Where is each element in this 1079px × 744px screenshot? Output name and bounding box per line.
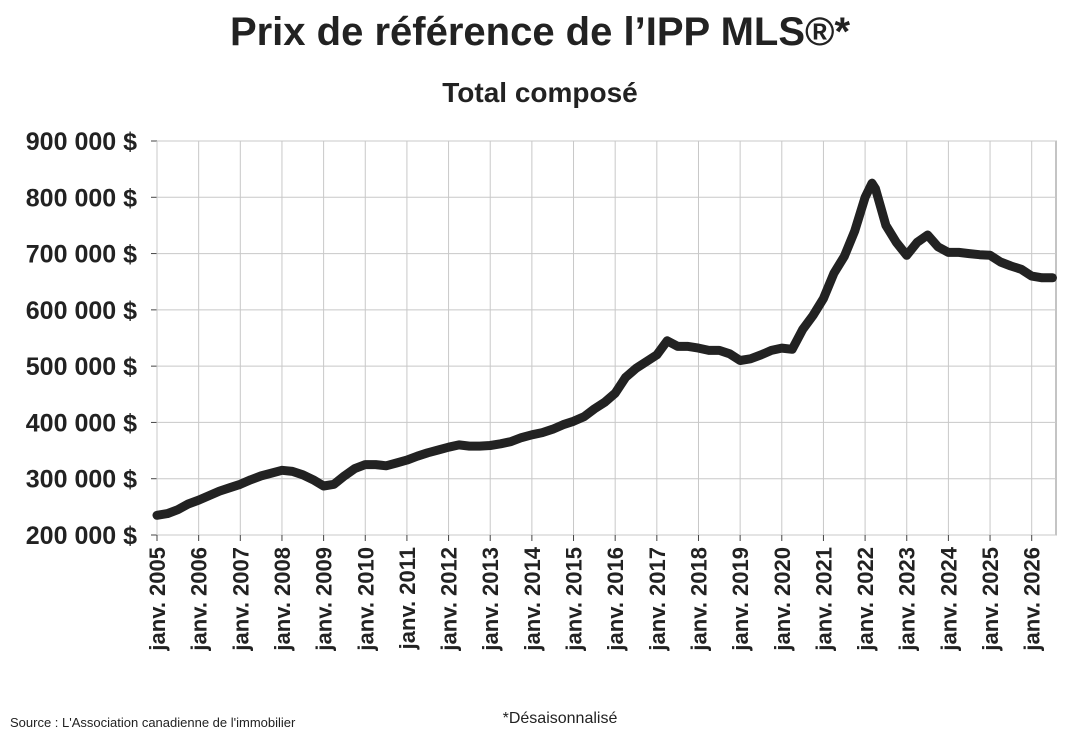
x-tick-label: janv. 2006 [187,547,212,652]
source: Source : L'Association canadienne de l'i… [10,715,296,730]
x-tick-label: janv. 2009 [312,547,337,652]
x-tick-label: janv. 2020 [770,547,795,652]
x-tick-label: janv. 2010 [353,547,378,652]
plot-area [156,140,1057,536]
y-tick-label: 200 000 $ [26,522,137,550]
x-tick-label: janv. 2008 [270,547,295,652]
x-tick-label: janv. 2013 [478,547,503,652]
y-tick-label: 800 000 $ [26,184,137,212]
x-tick-label: janv. 2015 [562,547,587,652]
x-tick-label: janv. 2022 [853,547,878,652]
x-tick-label: janv. 2025 [978,547,1003,652]
x-tick-label: janv. 2021 [811,547,836,652]
line-series [152,178,1057,520]
y-tick-label: 600 000 $ [26,297,137,325]
x-tick-label: janv. 2026 [1020,547,1045,652]
x-tick-label: janv. 2011 [395,547,420,650]
y-tick-label: 700 000 $ [26,241,137,269]
x-tick-label: janv. 2016 [603,547,628,652]
x-tick-label: janv. 2024 [936,546,961,651]
chart-title: Prix de référence de l’IPP MLS®* [230,10,851,54]
y-tick-label: 400 000 $ [26,409,137,437]
x-tick-label: janv. 2019 [728,547,753,652]
x-tick-label: janv. 2005 [145,547,170,652]
x-tick-label: janv. 2018 [686,547,711,652]
x-tick-label: janv. 2023 [895,547,920,652]
x-tick-label: janv. 2012 [437,547,462,652]
x-tick-label: janv. 2014 [520,546,545,651]
chart-subtitle: Total composé [442,77,638,108]
y-tick-label: 300 000 $ [26,466,137,494]
footnote: *Désaisonnalisé [503,710,618,727]
y-tick-label: 500 000 $ [26,353,137,381]
y-tick-label: 900 000 $ [26,128,137,156]
x-tick-label: janv. 2007 [228,547,253,652]
x-tick-label: janv. 2017 [645,547,670,652]
